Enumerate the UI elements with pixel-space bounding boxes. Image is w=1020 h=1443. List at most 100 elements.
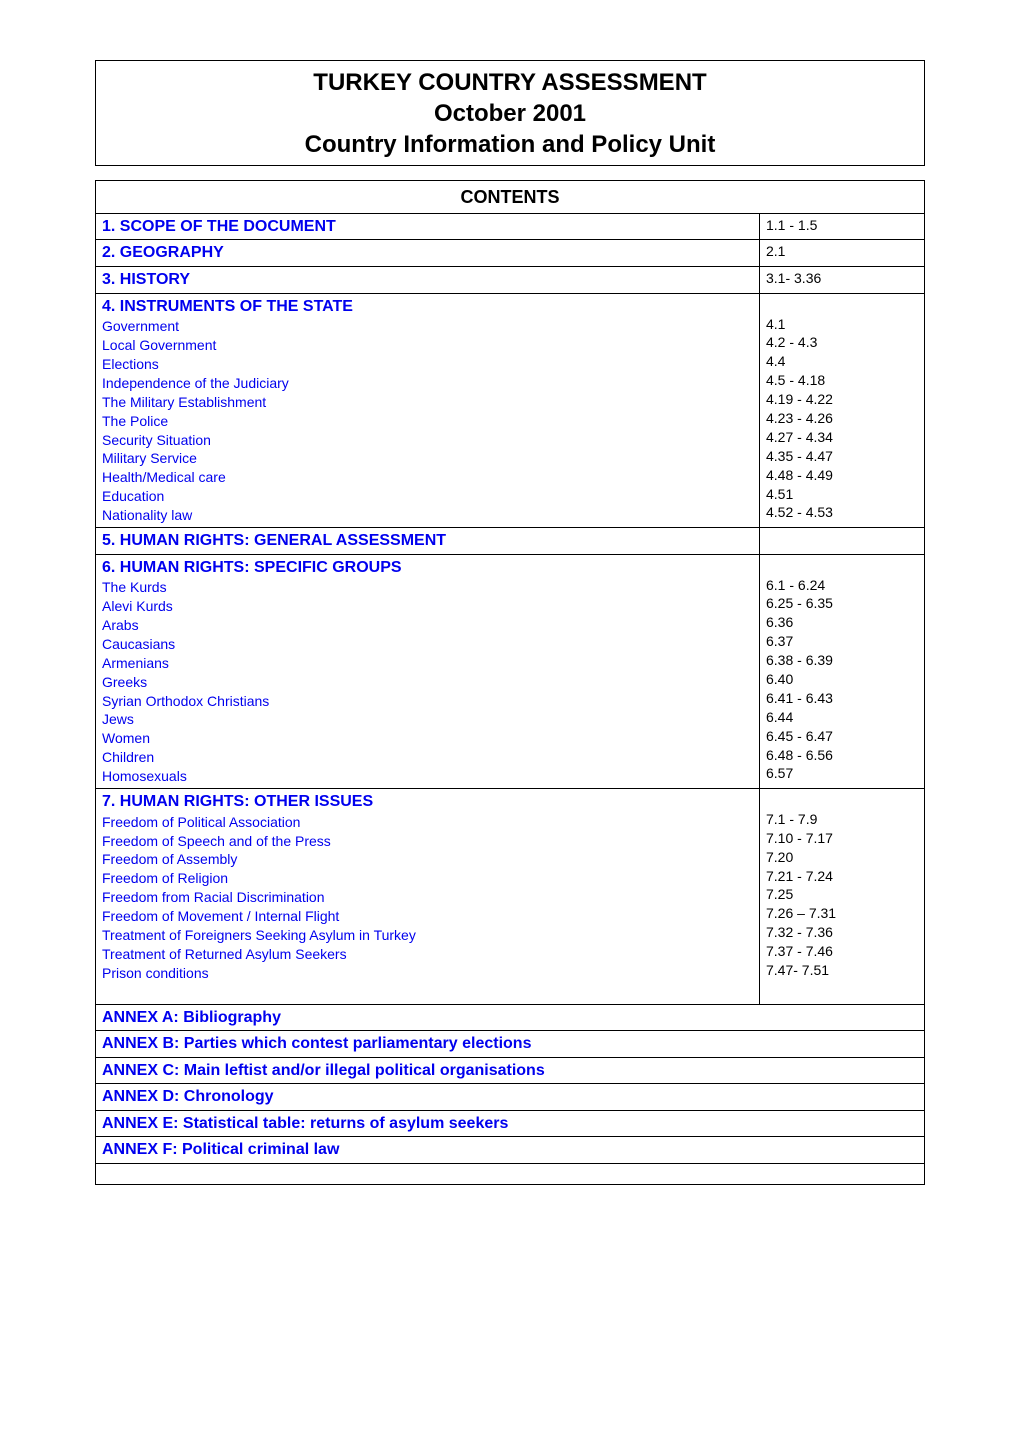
annex-link[interactable]: ANNEX A: Bibliography	[96, 1004, 925, 1031]
page-range: 7.25	[766, 885, 918, 904]
page-range: 6.48 - 6.56	[766, 746, 918, 765]
subsection-link[interactable]: Government	[102, 317, 753, 336]
subsection-link[interactable]: The Military Establishment	[102, 393, 753, 412]
blank-line	[766, 980, 918, 999]
page-range: 6.1 - 6.24	[766, 576, 918, 595]
table-row: 4. INSTRUMENTS OF THE STATEGovernmentLoc…	[96, 293, 925, 527]
table-row: 6. HUMAN RIGHTS: SPECIFIC GROUPSThe Kurd…	[96, 554, 925, 788]
page-range: 4.2 - 4.3	[766, 333, 918, 352]
blank-line	[102, 983, 753, 1002]
page-range: 6.25 - 6.35	[766, 594, 918, 613]
section-link[interactable]: 6. HUMAN RIGHTS: SPECIFIC GROUPS	[102, 557, 753, 579]
subsection-link[interactable]: Security Situation	[102, 431, 753, 450]
page-range: 4.48 - 4.49	[766, 466, 918, 485]
page-range: 4.5 - 4.18	[766, 371, 918, 390]
subsection-link[interactable]: Health/Medical care	[102, 468, 753, 487]
title-line-1: TURKEY COUNTRY ASSESSMENT	[96, 67, 924, 98]
subsection-link[interactable]: Elections	[102, 355, 753, 374]
row-left-cell: 1. SCOPE OF THE DOCUMENT	[96, 213, 760, 240]
subsection-link[interactable]: Treatment of Foreigners Seeking Asylum i…	[102, 926, 753, 945]
section-link[interactable]: 2. GEOGRAPHY	[102, 242, 753, 264]
row-right-cell: 6.1 - 6.246.25 - 6.356.366.376.38 - 6.39…	[760, 554, 925, 788]
subsection-link[interactable]: Military Service	[102, 449, 753, 468]
page-range: 6.40	[766, 670, 918, 689]
page-range: 7.20	[766, 848, 918, 867]
page-range: 6.44	[766, 708, 918, 727]
annex-link[interactable]: ANNEX C: Main leftist and/or illegal pol…	[96, 1057, 925, 1084]
contents-table: CONTENTS 1. SCOPE OF THE DOCUMENT 1.1 - 1…	[95, 180, 925, 1186]
table-row: 3. HISTORY 3.1- 3.36	[96, 267, 925, 294]
section-link[interactable]: 1. SCOPE OF THE DOCUMENT	[102, 216, 753, 238]
page-range	[766, 296, 918, 315]
subsection-link[interactable]: Jews	[102, 710, 753, 729]
page-range: 6.57	[766, 764, 918, 783]
subsection-link[interactable]: Education	[102, 487, 753, 506]
page-range: 4.23 - 4.26	[766, 409, 918, 428]
page-range	[766, 791, 918, 810]
section-link[interactable]: 7. HUMAN RIGHTS: OTHER ISSUES	[102, 791, 753, 813]
page-range: 4.1	[766, 315, 918, 334]
subsection-link[interactable]: The Police	[102, 412, 753, 431]
subsection-link[interactable]: Freedom of Religion	[102, 869, 753, 888]
subsection-link[interactable]: Syrian Orthodox Christians	[102, 692, 753, 711]
subsection-link[interactable]: Alevi Kurds	[102, 597, 753, 616]
subsection-link[interactable]: Local Government	[102, 336, 753, 355]
row-left-cell: 5. HUMAN RIGHTS: GENERAL ASSESSMENT	[96, 528, 760, 555]
annex-row: ANNEX D: Chronology	[96, 1084, 925, 1111]
row-left-cell: 3. HISTORY	[96, 267, 760, 294]
annex-row: ANNEX B: Parties which contest parliamen…	[96, 1031, 925, 1058]
page-range: 7.21 - 7.24	[766, 867, 918, 886]
subsection-link[interactable]: Armenians	[102, 654, 753, 673]
page-range: 7.47- 7.51	[766, 961, 918, 980]
page-range: 4.27 - 4.34	[766, 428, 918, 447]
row-left-cell: 4. INSTRUMENTS OF THE STATEGovernmentLoc…	[96, 293, 760, 527]
table-row: 1. SCOPE OF THE DOCUMENT 1.1 - 1.5	[96, 213, 925, 240]
annex-link[interactable]: ANNEX E: Statistical table: returns of a…	[96, 1110, 925, 1137]
contents-heading: CONTENTS	[96, 180, 925, 213]
contents-heading-row: CONTENTS	[96, 180, 925, 213]
page-range: 7.10 - 7.17	[766, 829, 918, 848]
annex-row: ANNEX A: Bibliography	[96, 1004, 925, 1031]
subsection-link[interactable]: Arabs	[102, 616, 753, 635]
section-link[interactable]: 3. HISTORY	[102, 269, 753, 291]
table-row: 7. HUMAN RIGHTS: OTHER ISSUESFreedom of …	[96, 789, 925, 1005]
title-box: TURKEY COUNTRY ASSESSMENT October 2001 C…	[95, 60, 925, 166]
annex-row: ANNEX E: Statistical table: returns of a…	[96, 1110, 925, 1137]
subsection-link[interactable]: Freedom from Racial Discrimination	[102, 888, 753, 907]
page-range: 4.35 - 4.47	[766, 447, 918, 466]
subsection-link[interactable]: The Kurds	[102, 578, 753, 597]
page: TURKEY COUNTRY ASSESSMENT October 2001 C…	[0, 0, 1020, 1225]
subsection-link[interactable]: Freedom of Political Association	[102, 813, 753, 832]
subsection-link[interactable]: Freedom of Speech and of the Press	[102, 832, 753, 851]
page-range: 4.4	[766, 352, 918, 371]
section-link[interactable]: 4. INSTRUMENTS OF THE STATE	[102, 296, 753, 318]
annex-link[interactable]: ANNEX D: Chronology	[96, 1084, 925, 1111]
row-left-cell: 6. HUMAN RIGHTS: SPECIFIC GROUPSThe Kurd…	[96, 554, 760, 788]
row-left-cell: 7. HUMAN RIGHTS: OTHER ISSUESFreedom of …	[96, 789, 760, 1005]
subsection-link[interactable]: Women	[102, 729, 753, 748]
subsection-link[interactable]: Greeks	[102, 673, 753, 692]
page-range: 7.37 - 7.46	[766, 942, 918, 961]
row-right-cell: 3.1- 3.36	[760, 267, 925, 294]
page-range: 6.38 - 6.39	[766, 651, 918, 670]
section-link[interactable]: 5. HUMAN RIGHTS: GENERAL ASSESSMENT	[102, 530, 753, 552]
subsection-link[interactable]: Nationality law	[102, 506, 753, 525]
annex-row: ANNEX F: Political criminal law	[96, 1137, 925, 1164]
title-line-2: October 2001	[96, 98, 924, 129]
subsection-link[interactable]: Caucasians	[102, 635, 753, 654]
row-right-cell: 7.1 - 7.97.10 - 7.177.207.21 - 7.247.257…	[760, 789, 925, 1005]
annex-link[interactable]: ANNEX F: Political criminal law	[96, 1137, 925, 1164]
page-range: 7.26 – 7.31	[766, 904, 918, 923]
subsection-link[interactable]: Freedom of Movement / Internal Flight	[102, 907, 753, 926]
subsection-link[interactable]: Children	[102, 748, 753, 767]
annex-link[interactable]: ANNEX B: Parties which contest parliamen…	[96, 1031, 925, 1058]
subsection-link[interactable]: Homosexuals	[102, 767, 753, 786]
subsection-link[interactable]: Freedom of Assembly	[102, 850, 753, 869]
page-range: 4.52 - 4.53	[766, 503, 918, 522]
page-range: 4.51	[766, 485, 918, 504]
subsection-link[interactable]: Prison conditions	[102, 964, 753, 983]
subsection-link[interactable]: Independence of the Judiciary	[102, 374, 753, 393]
row-right-cell: 1.1 - 1.5	[760, 213, 925, 240]
subsection-link[interactable]: Treatment of Returned Asylum Seekers	[102, 945, 753, 964]
page-range: 6.41 - 6.43	[766, 689, 918, 708]
